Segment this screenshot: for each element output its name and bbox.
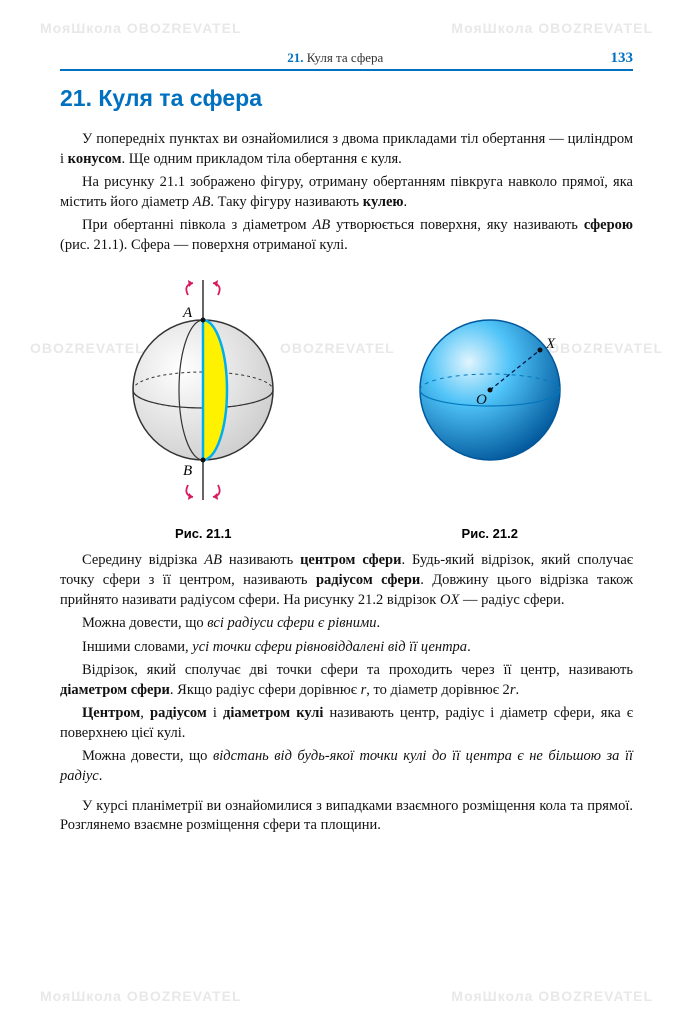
page-number: 133 [611,50,634,67]
section-title: 21. Куля та сфера [60,85,633,112]
label-x: X [545,336,556,352]
label-o: O [476,392,487,408]
sphere-rotation-svg: A B [113,275,293,505]
header-section: 21. Куля та сфера [60,50,611,66]
paragraph: Відрізок, який сполучає дві точки сфери … [60,661,633,700]
figures-row: A B [60,275,633,510]
paragraph: Можна довести, що всі радіуси сфери є рі… [60,614,633,634]
body-text-block-2: Середину відрізка AB називають центром с… [60,551,633,835]
paragraph: У курсі планіметрії ви ознайомилися з ви… [60,797,633,836]
paragraph: Можна довести, що відстань від будь-якої… [60,747,633,786]
figure-caption-1: Рис. 21.1 [60,526,347,541]
label-a: A [182,305,193,321]
header-section-label: Куля та сфера [307,50,384,65]
figure-21-2: O X [400,300,580,485]
paragraph: На рисунку 21.1 зображено фігуру, отрима… [60,173,633,212]
label-b: B [183,463,192,479]
page-header: 21. Куля та сфера 133 [60,50,633,71]
watermark: МояШкола OBOZREVATEL [40,988,242,1004]
paragraph: Середину відрізка AB називають центром с… [60,551,633,610]
body-text-block-1: У попередніх пунктах ви ознайомилися з д… [60,130,633,255]
figure-caption-2: Рис. 21.2 [347,526,634,541]
paragraph: При обертанні півкола з діаметром AB утв… [60,216,633,255]
watermark: МояШкола OBOZREVATEL [451,988,653,1004]
figure-21-1: A B [113,275,293,510]
sphere-radius-svg: O X [400,300,580,480]
paragraph: Центром, радіусом і діаметром кулі назив… [60,704,633,743]
paragraph: Іншими словами, усі точки сфери рівновід… [60,638,633,658]
paragraph: У попередніх пунктах ви ознайомилися з д… [60,130,633,169]
header-section-num: 21. [287,50,303,65]
figure-captions: Рис. 21.1 Рис. 21.2 [60,518,633,541]
